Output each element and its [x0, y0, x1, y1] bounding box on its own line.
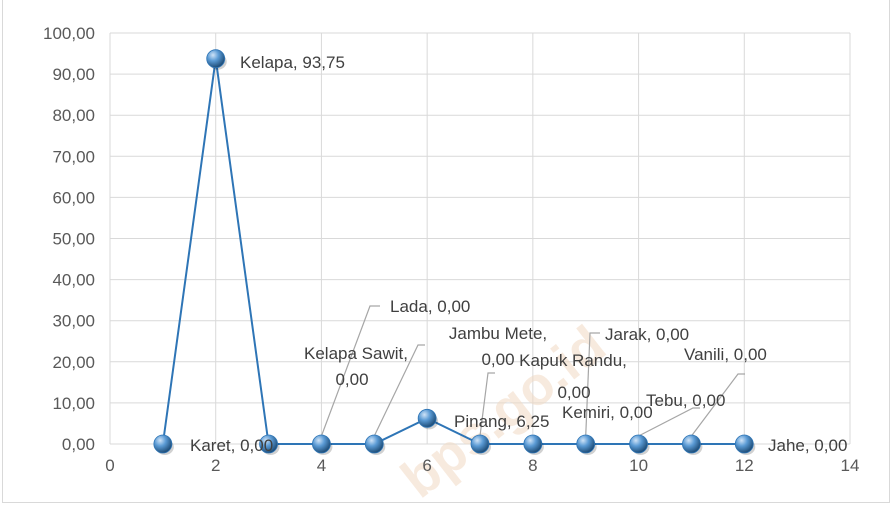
- data-point: [523, 434, 543, 454]
- x-tick-label: 6: [422, 456, 431, 475]
- x-tick-label: 8: [528, 456, 537, 475]
- leader-line: [479, 372, 495, 437]
- data-point: [682, 434, 701, 454]
- y-tick-label: 0,00: [62, 435, 95, 454]
- data-label: Vanili, 0,00: [684, 345, 767, 364]
- y-tick-label: 70,00: [52, 147, 95, 166]
- data-point: [576, 434, 596, 454]
- x-tick-label: 12: [735, 456, 754, 475]
- leader-line: [638, 407, 700, 437]
- data-label: Karet, 0,00: [190, 436, 273, 455]
- leader-line: [690, 373, 745, 437]
- x-tick-label: 10: [629, 456, 648, 475]
- data-label: Tebu, 0,00: [646, 391, 725, 410]
- leader-line: [320, 305, 380, 437]
- data-label: Lada, 0,00: [390, 297, 470, 316]
- y-tick-label: 60,00: [52, 188, 95, 207]
- leader-line: [373, 344, 425, 437]
- data-label-line: Kelapa Sawit,: [304, 344, 408, 363]
- y-tick-label: 50,00: [52, 230, 95, 249]
- data-label-line: 0,00: [335, 370, 368, 389]
- data-point: [364, 434, 384, 454]
- x-tick-label: 4: [317, 456, 326, 475]
- data-label-line: 0,00: [557, 383, 590, 402]
- data-point: [470, 434, 490, 454]
- data-point: [259, 434, 278, 454]
- y-tick-label: 100,00: [43, 24, 95, 43]
- data-label: Pinang, 6,25: [454, 412, 549, 431]
- leader-line: [585, 332, 600, 437]
- data-label: Kelapa, 93,75: [240, 53, 345, 72]
- y-tick-label: 40,00: [52, 271, 95, 290]
- data-point: [734, 434, 754, 454]
- x-tick-label: 2: [211, 456, 220, 475]
- y-tick-label: 10,00: [52, 394, 95, 413]
- data-point: [153, 434, 173, 454]
- data-point: [629, 434, 648, 454]
- data-label-line: Jambu Mete,: [449, 324, 547, 343]
- x-tick-label: 14: [841, 456, 860, 475]
- data-point: [417, 408, 437, 428]
- x-tick-label: 0: [105, 456, 114, 475]
- data-label-line: Kapuk Randu,: [519, 351, 627, 370]
- data-point: [312, 434, 331, 454]
- series-line: [161, 58, 745, 445]
- data-label-line: 0,00: [481, 350, 514, 369]
- data-label: Jahe, 0,00: [768, 436, 847, 455]
- data-label: Jarak, 0,00: [605, 325, 689, 344]
- y-tick-label: 20,00: [52, 353, 95, 372]
- data-point: [206, 49, 226, 69]
- y-tick-label: 80,00: [52, 106, 95, 125]
- data-label: Kemiri, 0,00: [562, 403, 653, 422]
- y-tick-label: 90,00: [52, 65, 95, 84]
- y-tick-label: 30,00: [52, 312, 95, 331]
